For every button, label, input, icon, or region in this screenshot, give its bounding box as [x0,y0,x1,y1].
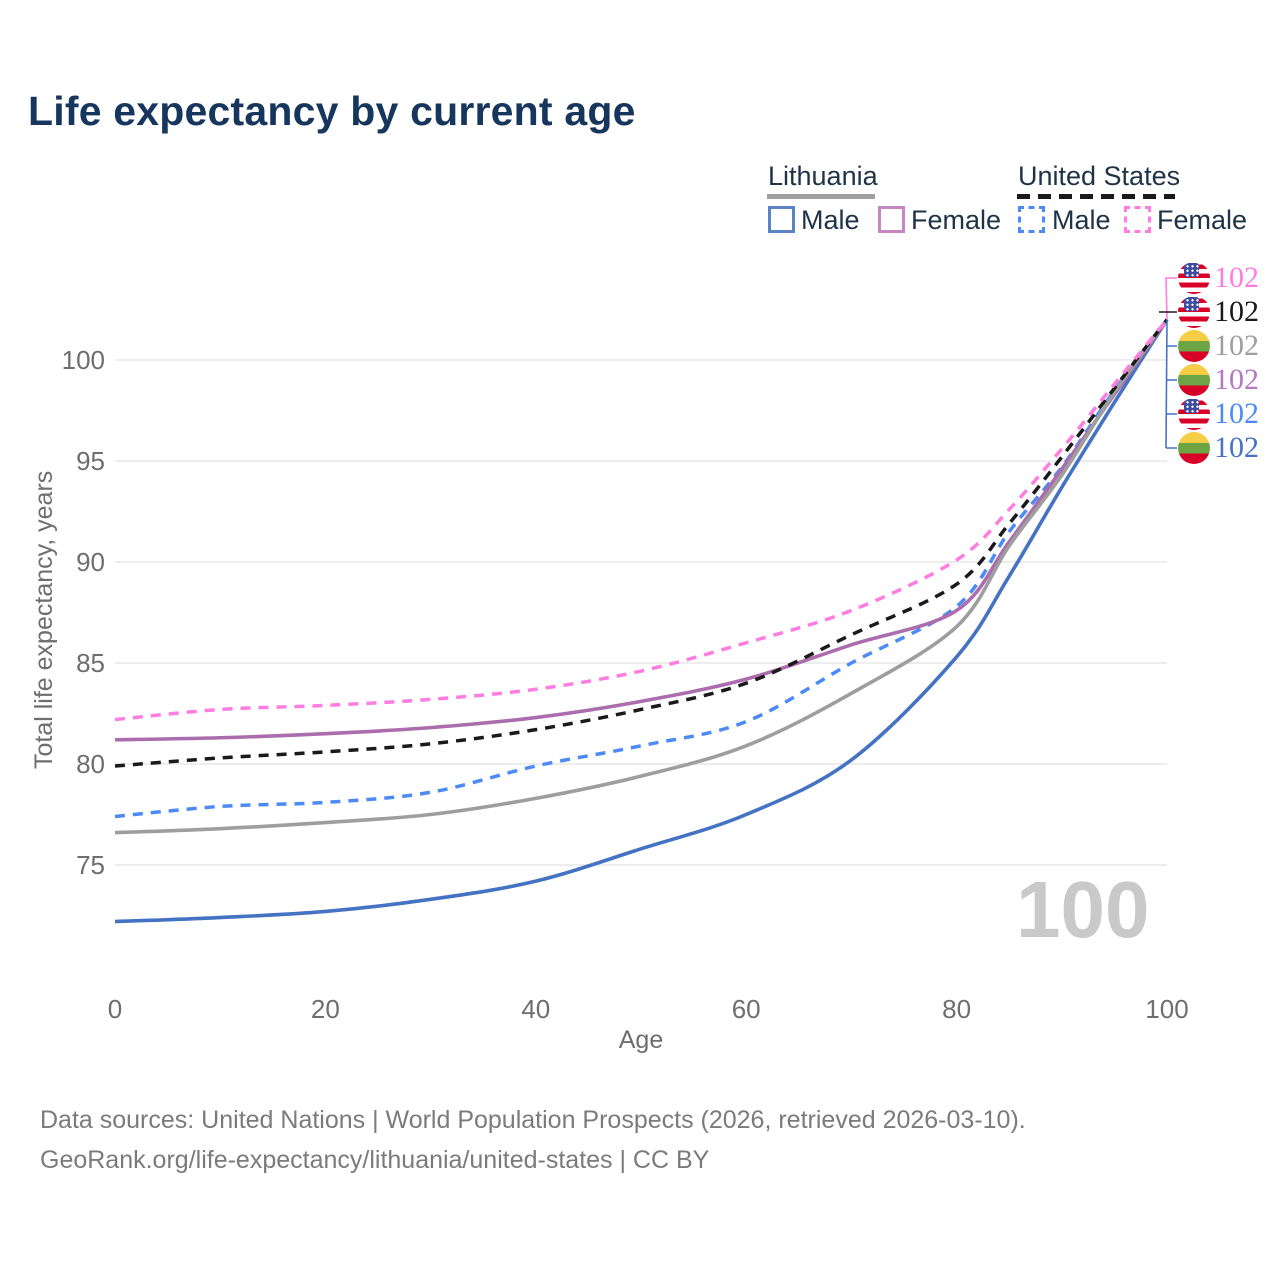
y-axis-title: Total life expectancy, years [30,470,58,770]
end-value-label: 102 [1214,295,1259,328]
x-tick-label-60: 60 [731,994,761,1024]
y-tick-label-75: 75 [76,850,105,880]
lithuania-flag-icon [1178,364,1210,396]
legend-swatch-us-male[interactable] [1018,206,1045,233]
legend-label-lithuania-male[interactable]: Male [801,205,860,235]
lithuania-flag-icon [1178,330,1210,362]
legend-swatch-us-female[interactable] [1124,206,1151,233]
series-line-lithuania-total [114,318,1169,835]
united-states-flag-icon [1178,398,1210,430]
end-value-label: 102 [1214,397,1259,430]
end-value-label: 102 [1214,261,1259,294]
end-value-label: 102 [1214,329,1259,362]
united-states-flag-icon [1178,262,1210,294]
series-line-united-states-female [114,318,1169,722]
end-value-label: 102 [1214,363,1259,396]
legend-group-label-united-states: United States [1018,161,1181,191]
data-sources-text: Data sources: United Nations | World Pop… [40,1106,1026,1134]
united-states-flag-icon [1178,296,1210,328]
series-line-united-states-male [114,318,1169,819]
legend-group-label-lithuania: Lithuania [768,161,878,191]
x-tick-label-20: 20 [310,994,340,1024]
leader-line-us-female [1165,277,1177,320]
attribution-link-text[interactable]: GeoRank.org/life-expectancy/lithuania/un… [40,1146,710,1174]
end-value-label: 102 [1214,431,1259,464]
y-tick-label-85: 85 [76,648,105,678]
y-tick-label-100: 100 [61,345,105,375]
legend-label-us-male[interactable]: Male [1052,205,1111,235]
legend-underline-united-states [1017,194,1175,199]
series-line-lithuania-female [114,318,1169,742]
legend-label-us-female[interactable]: Female [1157,205,1248,235]
leader-line-lower-group [1165,319,1177,449]
y-tick-label-95: 95 [76,446,105,476]
legend-swatch-lithuania-female[interactable] [878,206,905,233]
y-tick-label-90: 90 [76,547,105,577]
legend-underline-lithuania [767,194,875,199]
age-counter-watermark: 100 [1016,865,1150,954]
legend-label-lithuania-female[interactable]: Female [911,205,1002,235]
x-tick-label-0: 0 [107,994,123,1024]
lithuania-flag-icon [1178,432,1210,464]
series-line-lithuania-male [114,318,1169,924]
x-tick-label-40: 40 [521,994,551,1024]
chart-title: Life expectancy by current age [28,88,636,134]
legend-swatch-lithuania-male[interactable] [768,206,795,233]
y-tick-label-80: 80 [76,749,105,779]
x-tick-label-80: 80 [942,994,972,1024]
x-tick-label-100: 100 [1145,994,1189,1024]
x-axis-title: Age [618,1026,664,1054]
series-line-united-states-total [114,318,1169,768]
